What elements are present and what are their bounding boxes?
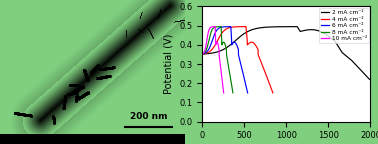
Y-axis label: Potential (V): Potential (V)	[164, 34, 174, 94]
Legend: 2 mA cm⁻², 4 mA cm⁻², 6 mA cm⁻², 8 mA cm⁻², 10 mA cm⁻²: 2 mA cm⁻², 4 mA cm⁻², 6 mA cm⁻², 8 mA cm…	[319, 8, 369, 43]
Text: 200 nm: 200 nm	[130, 112, 167, 121]
